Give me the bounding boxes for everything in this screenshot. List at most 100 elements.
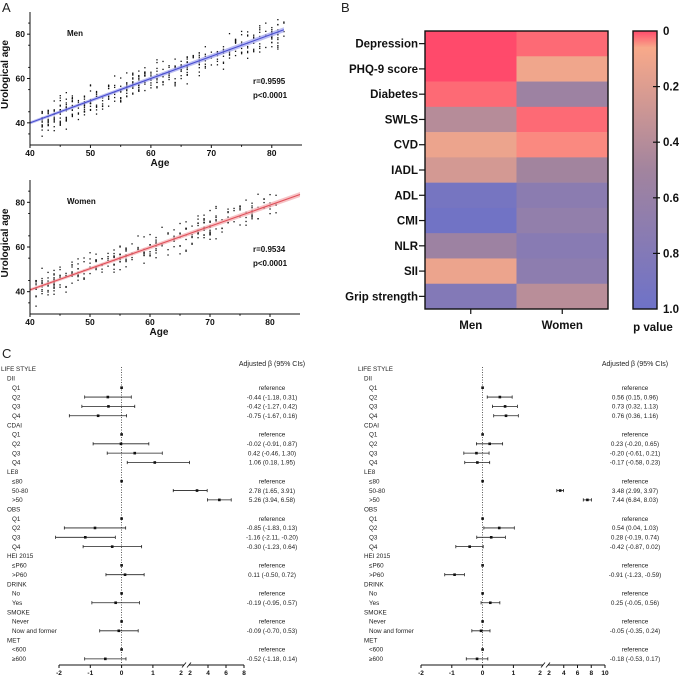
data-point (77, 263, 79, 265)
data-point (259, 51, 261, 53)
data-point (247, 45, 249, 48)
data-point (125, 258, 127, 260)
row-label: MET (7, 637, 20, 644)
data-point (53, 126, 55, 128)
x-tick-label: 1 (512, 670, 516, 677)
data-point (174, 78, 176, 80)
heatmap-cell (425, 31, 517, 57)
point-estimate (104, 657, 107, 661)
data-point (240, 51, 243, 54)
data-point (41, 126, 43, 128)
data-point (107, 95, 110, 97)
row-label: IADL (391, 165, 418, 177)
data-point (227, 211, 229, 213)
estimate-text: reference (622, 647, 649, 654)
data-point (71, 271, 73, 273)
forest-plot-men: Adjusted β (95% CIs) LIFE STYLE DII Q1 refer… (1, 361, 305, 677)
data-point (149, 251, 151, 253)
data-point (83, 261, 85, 263)
estimate-text: -0.42 (-0.87, 0.02) (610, 544, 660, 551)
row-label: >P60 (369, 572, 384, 579)
colorbar-tick-label: 0.8 (663, 248, 680, 260)
data-point (59, 123, 61, 126)
point-estimate (106, 395, 110, 399)
data-point (198, 71, 200, 73)
x-tick-label: 40 (25, 317, 35, 327)
data-point (247, 31, 249, 33)
heatmap-cell (425, 56, 517, 82)
data-point (65, 120, 67, 122)
data-point (89, 108, 92, 111)
point-estimate (96, 414, 100, 418)
colorbar-tick-label: 0 (663, 26, 669, 38)
row-label: DII (7, 376, 15, 383)
data-point (156, 79, 158, 81)
data-point (77, 275, 79, 278)
data-point (156, 86, 158, 88)
data-point (47, 285, 49, 287)
data-point (107, 98, 110, 100)
row-label: <600 (369, 647, 384, 654)
data-point (107, 255, 109, 258)
estimate-text: reference (259, 591, 286, 598)
data-point (95, 95, 98, 98)
data-point (259, 47, 261, 50)
heatmap-cell (516, 31, 609, 57)
data-point (71, 98, 74, 100)
estimate-text: reference (622, 563, 649, 570)
forest-plot-women: Adjusted β (95% CIs) LIFE STYLE DII Q1 refer… (358, 361, 668, 677)
row-label: Q1 (369, 385, 378, 392)
data-point (186, 56, 188, 59)
data-point (191, 225, 193, 227)
axis-break-mark (540, 662, 546, 668)
row-label: Q2 (369, 441, 378, 448)
data-point (144, 75, 146, 77)
estimate-text: -0.75 (-1.67, 0.16) (247, 413, 297, 420)
data-point (53, 120, 55, 122)
data-point (222, 68, 225, 70)
data-point (239, 208, 241, 210)
point-estimate (119, 442, 123, 446)
row-label: Q1 (12, 516, 21, 523)
data-point (65, 102, 67, 104)
data-point (204, 65, 206, 68)
data-point (253, 50, 255, 52)
point-estimate (123, 573, 127, 576)
data-point (47, 129, 49, 131)
data-point (156, 81, 158, 84)
data-point (125, 260, 127, 263)
estimate-text: 0.11 (-0.50, 0.72) (248, 572, 296, 579)
heatmap-cell (516, 106, 609, 133)
data-point (259, 29, 261, 31)
data-point (173, 229, 175, 231)
data-point (149, 254, 151, 257)
data-point (245, 216, 247, 219)
data-point (204, 46, 206, 48)
data-point (240, 34, 243, 36)
data-point (77, 118, 80, 121)
data-point (41, 282, 43, 285)
point-estimate (195, 489, 199, 492)
data-point (277, 46, 279, 48)
data-point (215, 238, 217, 240)
data-point (222, 62, 225, 65)
point-estimate (218, 498, 221, 502)
data-point (41, 124, 43, 126)
row-label: SII (404, 266, 418, 278)
point-estimate (468, 545, 471, 548)
colorbar-tick-label: 0.6 (663, 193, 679, 205)
data-point (233, 209, 235, 212)
data-point (35, 305, 37, 307)
data-point (162, 81, 164, 84)
data-point (83, 96, 86, 98)
data-point (263, 201, 265, 204)
r-value: r=0.9534 (253, 245, 286, 254)
row-label: Q1 (369, 432, 378, 439)
data-point (107, 265, 109, 267)
data-point (89, 102, 92, 105)
data-point (240, 41, 243, 43)
data-point (41, 135, 43, 137)
data-point (59, 104, 61, 106)
row-label: Yes (369, 600, 379, 607)
data-point (53, 287, 55, 289)
